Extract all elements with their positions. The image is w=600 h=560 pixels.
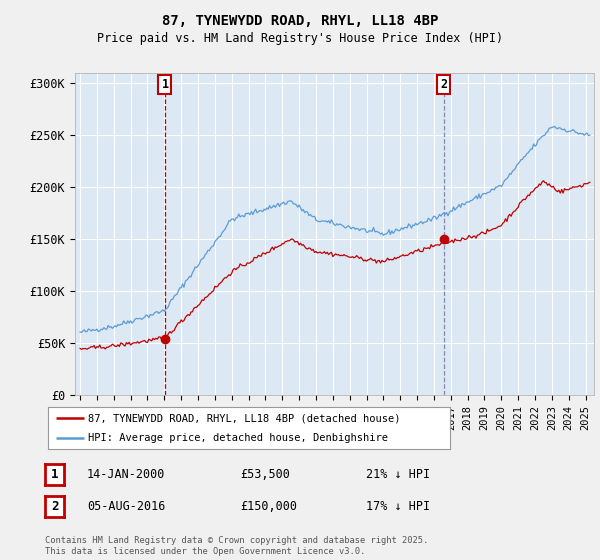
Text: 87, TYNEWYDD ROAD, RHYL, LL18 4BP: 87, TYNEWYDD ROAD, RHYL, LL18 4BP: [162, 14, 438, 28]
Text: 21% ↓ HPI: 21% ↓ HPI: [366, 468, 430, 481]
Text: Contains HM Land Registry data © Crown copyright and database right 2025.
This d: Contains HM Land Registry data © Crown c…: [45, 536, 428, 556]
Text: 17% ↓ HPI: 17% ↓ HPI: [366, 500, 430, 514]
Text: 2: 2: [440, 78, 448, 91]
Text: 14-JAN-2000: 14-JAN-2000: [87, 468, 166, 481]
Text: £53,500: £53,500: [240, 468, 290, 481]
Text: 87, TYNEWYDD ROAD, RHYL, LL18 4BP (detached house): 87, TYNEWYDD ROAD, RHYL, LL18 4BP (detac…: [88, 413, 401, 423]
Text: 05-AUG-2016: 05-AUG-2016: [87, 500, 166, 514]
Text: HPI: Average price, detached house, Denbighshire: HPI: Average price, detached house, Denb…: [88, 433, 388, 443]
Text: 1: 1: [51, 468, 58, 481]
Text: 2: 2: [51, 500, 58, 514]
Text: Price paid vs. HM Land Registry's House Price Index (HPI): Price paid vs. HM Land Registry's House …: [97, 32, 503, 45]
Text: £150,000: £150,000: [240, 500, 297, 514]
Text: 1: 1: [161, 78, 169, 91]
